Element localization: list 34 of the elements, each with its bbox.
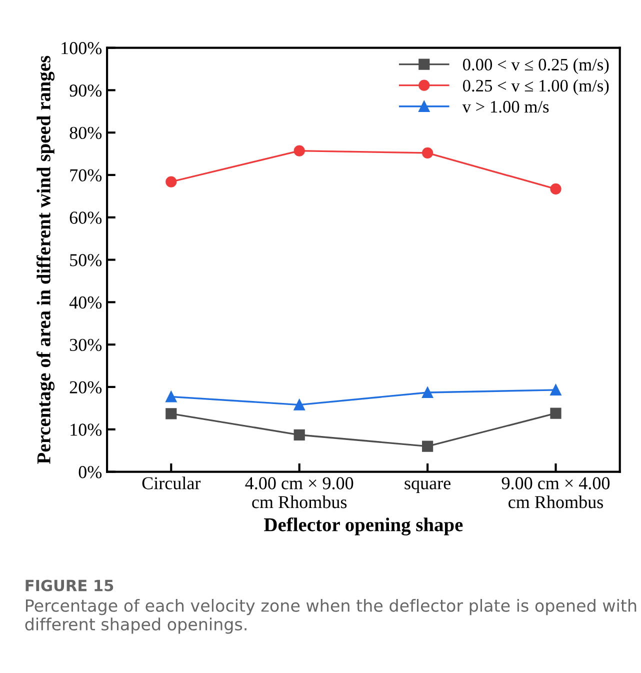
point (550, 384, 562, 396)
y-tick-label: 50% (70, 254, 102, 266)
y-tick-label: 90% (70, 84, 102, 97)
x-tick-label: Circular (142, 476, 201, 490)
point (550, 408, 562, 419)
point (294, 399, 305, 410)
point (166, 391, 177, 402)
legend-label: 0.00 < v ≤ 0.25 (m/s) (462, 58, 609, 74)
text: Percentage of each velocity zone when the deflector plate is opened with different shaped openings. (25, 598, 636, 634)
x-tick-label: 4.00 cm × 9.00 cm Rhombus (245, 477, 354, 508)
x-axis-title: Deflector opening shape (264, 517, 463, 536)
y-axis-title: Percentage of area in different wind speed ranges (36, 56, 55, 464)
legend-label: 0.25 < v ≤ 1.00 (m/s) (462, 79, 609, 96)
y-tick-label: 60% (70, 212, 102, 224)
point (294, 145, 305, 156)
point (422, 386, 434, 398)
legend-label: v > 1.00 m/s (462, 100, 549, 113)
point (294, 429, 305, 440)
point (422, 440, 434, 452)
x-tick-label: 9.00 cm × 4.00 cm Rhombus (502, 477, 610, 508)
y-tick-label: 80% (70, 126, 102, 140)
point (166, 408, 177, 420)
y-tick-label: 20% (70, 381, 102, 394)
y-tick-label: 100% (62, 42, 102, 54)
y-tick-label: 70% (70, 169, 102, 182)
caption: FIGURE 15 (26, 580, 114, 592)
point (550, 183, 562, 195)
y-tick-label: 40% (69, 296, 102, 309)
point (422, 147, 434, 158)
y-tick-label: 10% (70, 424, 102, 436)
y-tick-label: 0% (78, 466, 102, 478)
point (166, 176, 177, 188)
y-tick-label: 30% (70, 338, 102, 352)
x-tick-label: square (404, 480, 450, 494)
